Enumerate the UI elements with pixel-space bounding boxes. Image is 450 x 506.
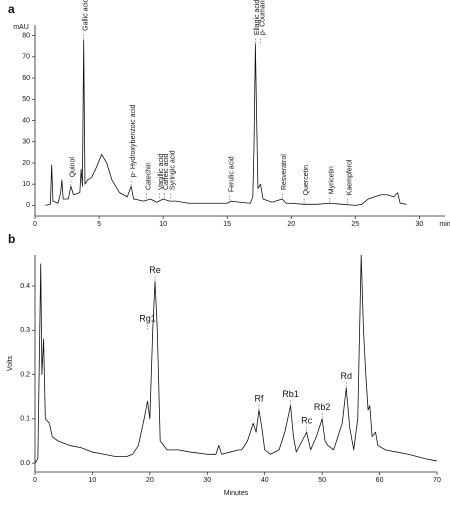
peak-label: p- Coumaric acid — [259, 0, 266, 35]
x-tick-label: 10 — [89, 477, 97, 484]
peak-label: Rb2 — [314, 402, 331, 412]
peak-label: Syringic acid — [170, 150, 177, 190]
x-tick-label: 5 — [97, 221, 101, 228]
x-axis-title: Minutes — [224, 490, 249, 497]
panel-label: b — [8, 232, 15, 246]
peak-label: Quercetin — [303, 165, 310, 195]
peak-label: Kaempferol — [346, 159, 353, 195]
y-tick-label: 80 — [22, 32, 30, 39]
x-tick-label: 70 — [433, 477, 441, 484]
peak-label: Re — [149, 265, 161, 275]
y-tick-label: 60 — [22, 75, 30, 82]
panel-label: a — [8, 2, 15, 16]
y-tick-label: 70 — [22, 54, 30, 61]
y-tick-label: 50 — [22, 96, 30, 103]
x-tick-label: 30 — [415, 221, 423, 228]
peak-label: p- Hydroxybenzoic acid — [130, 104, 137, 177]
peak-label: Gallic acid — [83, 0, 90, 31]
peak-label: Quinol — [70, 157, 77, 178]
chromatogram-trace — [45, 39, 407, 206]
x-tick-label: 0 — [33, 221, 37, 228]
peak-label: Rd — [341, 371, 353, 381]
y-tick-label: 0.2 — [20, 371, 30, 378]
y-tick-label: 40 — [22, 117, 30, 124]
x-tick-label: 20 — [146, 477, 154, 484]
x-tick-label: 40 — [261, 477, 269, 484]
peak-label: Rg1 — [139, 314, 156, 324]
x-tick-label: 20 — [287, 221, 295, 228]
y-unit: mAU — [13, 24, 29, 31]
peak-label: Rb1 — [282, 389, 299, 399]
plot-area — [45, 39, 407, 206]
x-tick-label: 0 — [33, 477, 37, 484]
x-tick-label: 50 — [318, 477, 326, 484]
peak-label: Catechin — [145, 162, 152, 190]
plot-area — [35, 255, 437, 464]
x-tick-label: 60 — [376, 477, 384, 484]
x-tick-label: 30 — [203, 477, 211, 484]
x-tick-label: 10 — [159, 221, 167, 228]
y-tick-label: 0.3 — [20, 327, 30, 334]
y-tick-label: 0.0 — [20, 460, 30, 467]
peak-label: Caffeic acid — [163, 153, 170, 190]
chromatogram-trace — [35, 255, 437, 464]
x-unit: min — [439, 221, 450, 228]
peak-label: Rc — [301, 416, 312, 426]
y-tick-label: 20 — [22, 160, 30, 167]
peak-label: Myricetin — [329, 166, 336, 194]
x-tick-label: 25 — [351, 221, 359, 228]
y-tick-label: 0.4 — [20, 283, 30, 290]
peak-label: Vanillic acid — [158, 153, 165, 190]
peak-label: Rf — [254, 393, 263, 403]
y-axis-title: Volts — [7, 355, 14, 371]
peak-label: Resveratrol — [281, 154, 288, 190]
peak-label: Ellagic acid — [254, 0, 261, 35]
x-tick-label: 15 — [223, 221, 231, 228]
y-tick-label: 0.1 — [20, 416, 30, 423]
y-tick-label: 0 — [26, 202, 30, 209]
y-tick-label: 10 — [22, 181, 30, 188]
y-tick-label: 30 — [22, 139, 30, 146]
peak-label: Ferulic acid — [229, 156, 236, 192]
